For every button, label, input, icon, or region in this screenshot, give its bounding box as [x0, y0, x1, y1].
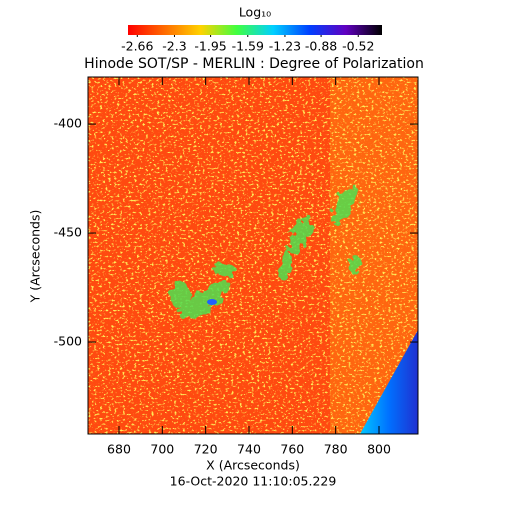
colorbar-tick-label: -0.52	[342, 39, 374, 54]
colorbar-label: Log₁₀	[239, 5, 271, 20]
colorbar-tick-label: -2.3	[162, 39, 186, 54]
y-tick-label: -400	[54, 116, 82, 131]
x-tick-label: 680	[107, 442, 131, 457]
x-tick-label: 700	[150, 442, 174, 457]
colorbar-tick-label: -1.59	[232, 39, 264, 54]
chart-title: Hinode SOT/SP - MERLIN : Degree of Polar…	[84, 56, 424, 72]
x-axis-label: X (Arcseconds)	[206, 458, 300, 473]
y-axis-label: Y (Arcseconds)	[28, 210, 43, 304]
colorbar-tick-label: -1.23	[269, 39, 301, 54]
x-tick-label: 740	[237, 442, 261, 457]
colorbar	[128, 25, 382, 35]
polarization-image	[88, 77, 418, 434]
y-tick-label: -450	[54, 225, 82, 240]
x-tick-label: 800	[367, 442, 391, 457]
y-tick-label: -500	[54, 334, 82, 349]
x-tick-label: 720	[194, 442, 218, 457]
x-tick-label: 760	[280, 442, 304, 457]
date-label: 16-Oct-2020 11:10:05.229	[170, 474, 337, 489]
x-tick-label: 780	[324, 442, 348, 457]
colorbar-tick-label: -1.95	[194, 39, 226, 54]
colorbar-tick-label: -0.88	[305, 39, 337, 54]
colorbar-tick-label: -2.66	[121, 39, 153, 54]
